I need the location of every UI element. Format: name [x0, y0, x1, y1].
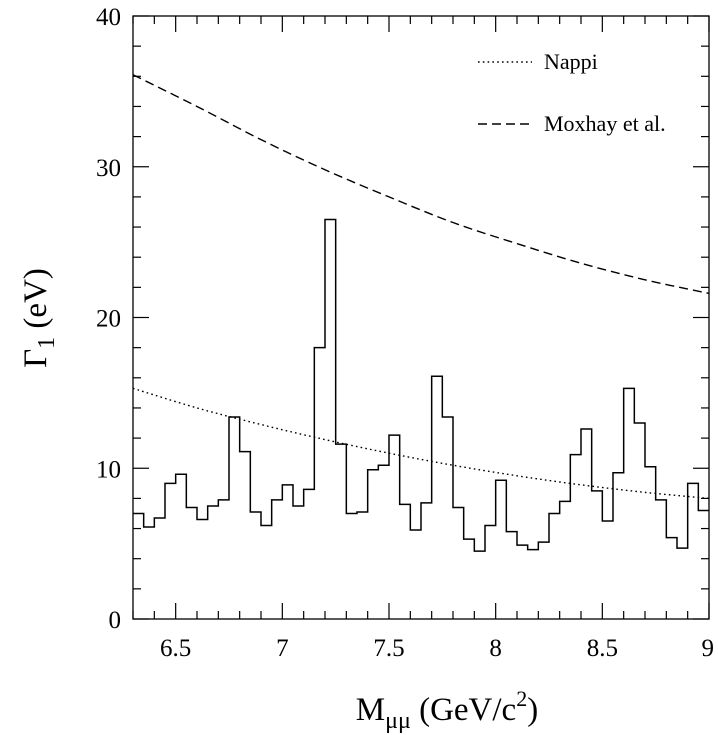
x-tick-label: 8.5	[587, 635, 618, 662]
axes: 0 10 20 30 40 6.5 7 7.5 8 8.5 9	[96, 4, 714, 662]
y-tick-label: 30	[96, 155, 121, 182]
x-tick-label: 7.5	[373, 635, 404, 662]
y-tick-label: 40	[96, 4, 121, 31]
y-tick-label: 10	[96, 456, 121, 483]
plot-frame	[132, 15, 710, 620]
y-tick-label: 0	[109, 607, 122, 634]
legend: Nappi Moxhay et al.	[478, 49, 666, 136]
x-tick-label: 7	[276, 635, 289, 662]
histogram-series	[133, 218, 709, 552]
y-axis-title: Γ1 (eV)	[18, 268, 60, 368]
x-tick-label: 6.5	[160, 635, 191, 662]
legend-item-nappi-label: Nappi	[544, 49, 598, 74]
y-tick-label: 20	[96, 306, 121, 333]
x-tick-label: 8	[489, 635, 502, 662]
legend-item-moxhay-label: Moxhay et al.	[544, 111, 666, 136]
x-axis-title: Mμμ (GeV/c2)	[356, 686, 538, 734]
moxhay-curve	[132, 74, 710, 295]
plot-area	[132, 74, 710, 552]
nappi-curve	[132, 387, 710, 500]
x-tick-label: 9	[702, 635, 715, 662]
